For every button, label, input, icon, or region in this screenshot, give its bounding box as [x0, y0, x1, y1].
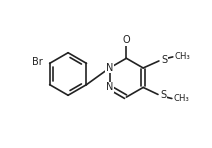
- Text: S: S: [161, 55, 167, 65]
- Text: O: O: [123, 35, 130, 45]
- Text: S: S: [160, 90, 166, 100]
- Text: N: N: [106, 82, 113, 92]
- Text: Br: Br: [32, 57, 43, 67]
- Text: N: N: [106, 63, 113, 73]
- Text: CH₃: CH₃: [174, 52, 190, 61]
- Text: CH₃: CH₃: [173, 94, 189, 103]
